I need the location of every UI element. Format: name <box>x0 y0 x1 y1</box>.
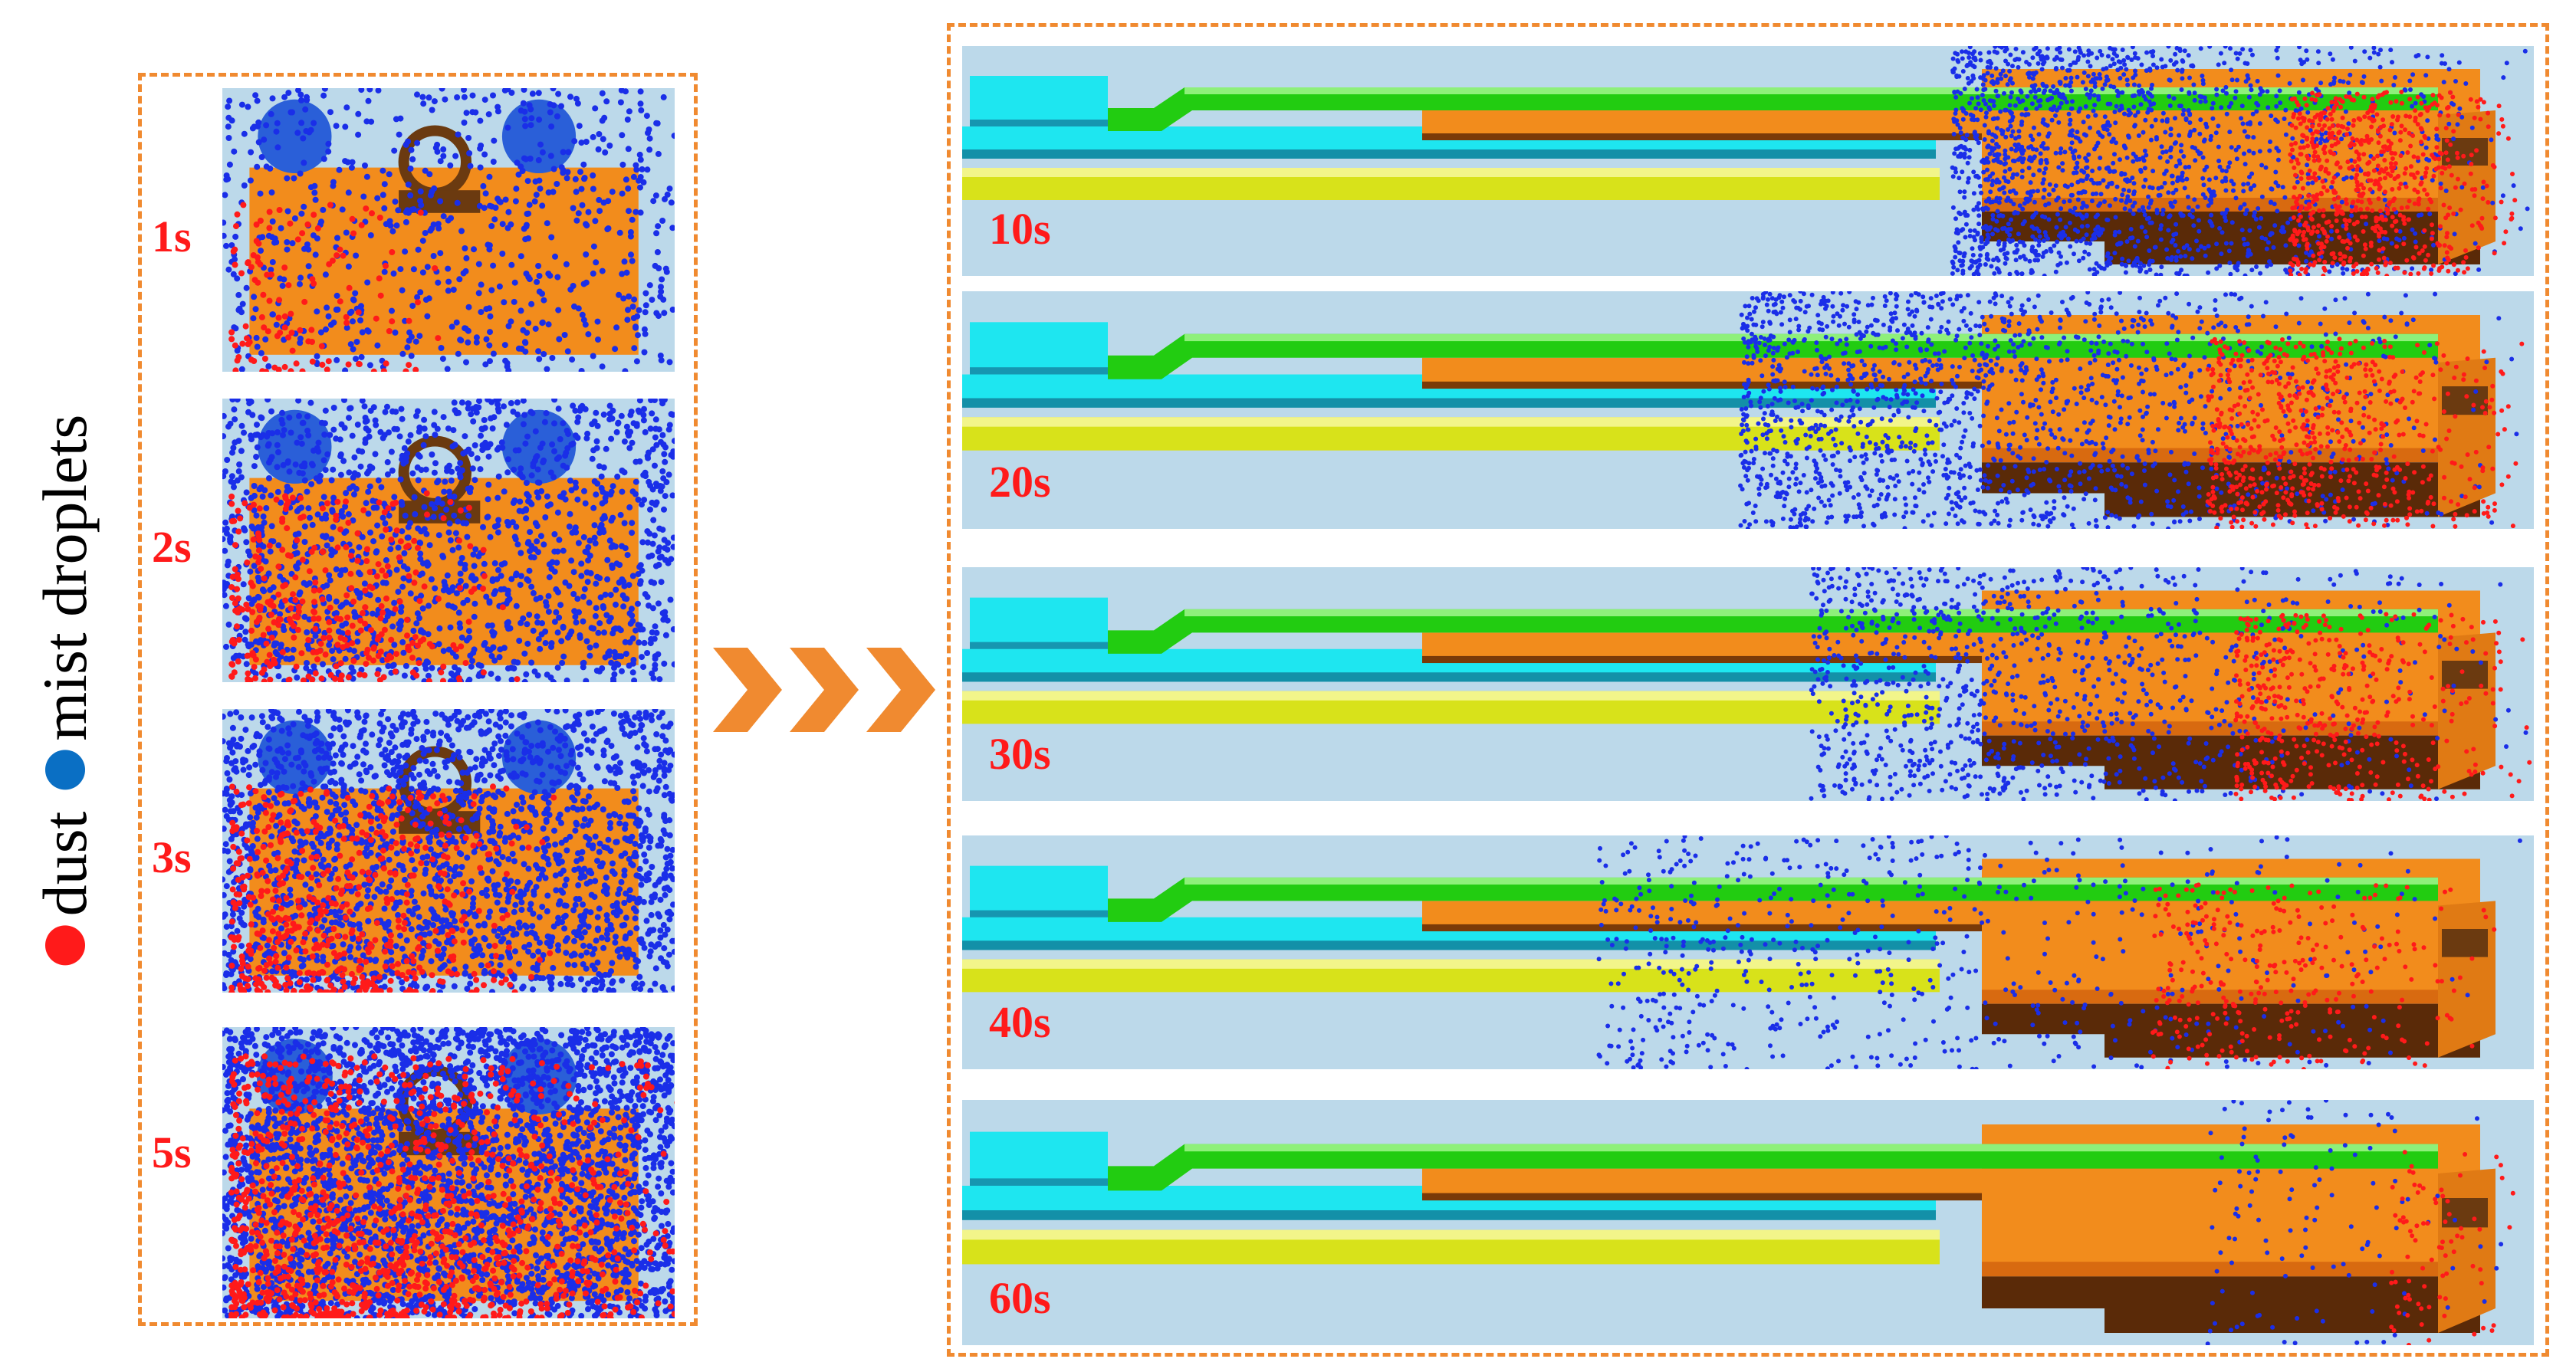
dark-base <box>1982 1003 2480 1058</box>
right-time-label: 60s <box>989 1273 1051 1323</box>
right-simulation-panel <box>962 46 2534 276</box>
legend-row: dust mist droplets <box>29 415 101 966</box>
legend: dust mist droplets <box>29 337 101 1042</box>
machine-housing <box>970 865 1108 917</box>
machine-housing <box>970 322 1108 375</box>
right-simulation-panel <box>962 567 2534 801</box>
progression-arrows <box>713 648 935 732</box>
cutter-head <box>2438 901 2496 1058</box>
left-frame <box>138 73 698 1326</box>
green-pipe <box>1108 87 2438 131</box>
dust-particles <box>228 783 557 993</box>
right-time-label: 40s <box>989 997 1051 1047</box>
machine-housing <box>970 597 1108 649</box>
left-time-label: 1s <box>152 212 192 261</box>
chevron-icon-1 <box>713 648 782 732</box>
legend-dust-label: dust <box>30 811 100 917</box>
green-pipe <box>1108 333 2438 379</box>
right-time-label: 30s <box>989 729 1051 779</box>
green-pipe <box>1108 1144 2438 1191</box>
dust-particles <box>2150 882 2497 1069</box>
green-pipe <box>1108 609 2438 654</box>
right-time-label: 10s <box>989 204 1051 254</box>
chevron-icon-2 <box>790 648 859 732</box>
left-simulation-panel <box>222 399 675 682</box>
right-time-label: 20s <box>989 457 1051 507</box>
dust-particles <box>228 1053 675 1318</box>
right-simulation-panel <box>962 835 2534 1069</box>
machine-housing <box>970 76 1108 126</box>
chevron-icon-3 <box>866 648 935 732</box>
mist-particles <box>222 88 675 372</box>
green-pipe <box>1108 877 2438 922</box>
mist-dot-icon <box>45 750 85 790</box>
mist-particles <box>1596 835 2522 1069</box>
spray-nozzle <box>258 99 332 173</box>
dust-dot-icon <box>45 925 85 966</box>
dust-particles <box>2205 336 2525 529</box>
dust-particles <box>228 202 442 372</box>
right-simulation-panel <box>962 1100 2534 1345</box>
machine-housing <box>970 1131 1108 1186</box>
legend-dust: dust <box>29 812 101 966</box>
dust-particles <box>2288 90 2518 276</box>
left-time-label: 5s <box>152 1127 192 1177</box>
mist-particles <box>1950 46 2530 276</box>
dust-particles <box>228 490 521 682</box>
mist-particles <box>1738 291 2519 529</box>
mist-particles <box>1809 567 2528 801</box>
legend-mist-label: mist droplets <box>30 414 100 741</box>
legend-mist: mist droplets <box>29 415 101 790</box>
dust-particles <box>2389 1150 2515 1345</box>
dark-base <box>1982 1276 2480 1333</box>
dust-particles <box>2233 612 2532 801</box>
left-time-label: 3s <box>152 832 192 882</box>
left-simulation-panel <box>222 709 675 993</box>
left-simulation-panel <box>222 88 675 372</box>
left-time-label: 2s <box>152 522 192 572</box>
right-simulation-panel <box>962 291 2534 529</box>
right-frame <box>947 23 2549 1357</box>
left-simulation-panel <box>222 1027 675 1318</box>
